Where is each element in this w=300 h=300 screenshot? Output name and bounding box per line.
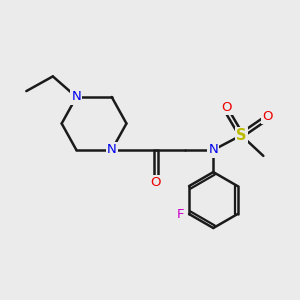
Text: N: N [71, 91, 81, 103]
Text: F: F [176, 208, 184, 220]
Text: N: N [208, 143, 218, 157]
Text: N: N [107, 143, 117, 157]
Text: O: O [221, 101, 232, 114]
Text: O: O [151, 176, 161, 189]
Text: S: S [236, 128, 247, 143]
Text: O: O [262, 110, 273, 123]
